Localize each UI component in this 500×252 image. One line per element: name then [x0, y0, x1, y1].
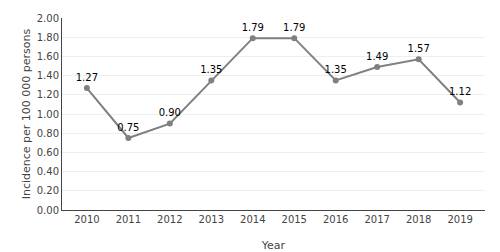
svg-text:2013: 2013 — [199, 214, 224, 225]
svg-text:1.60: 1.60 — [37, 51, 59, 62]
svg-text:2014: 2014 — [240, 214, 265, 225]
svg-text:1.49: 1.49 — [366, 51, 388, 62]
svg-text:2012: 2012 — [157, 214, 182, 225]
svg-text:Incidence per 100 000 persons: Incidence per 100 000 persons — [20, 28, 33, 199]
svg-text:2018: 2018 — [406, 214, 431, 225]
svg-text:0.80: 0.80 — [37, 128, 59, 139]
svg-text:1.79: 1.79 — [242, 22, 264, 33]
svg-text:0.60: 0.60 — [37, 147, 59, 158]
svg-text:1.35: 1.35 — [200, 64, 222, 75]
svg-text:0.40: 0.40 — [37, 166, 59, 177]
svg-text:2016: 2016 — [323, 214, 348, 225]
svg-text:1.20: 1.20 — [37, 89, 59, 100]
svg-text:2015: 2015 — [282, 214, 307, 225]
svg-text:2017: 2017 — [364, 214, 389, 225]
svg-text:2019: 2019 — [447, 214, 472, 225]
svg-text:2011: 2011 — [116, 214, 141, 225]
svg-text:2010: 2010 — [74, 214, 99, 225]
svg-text:1.12: 1.12 — [449, 86, 471, 97]
svg-text:1.57: 1.57 — [408, 43, 430, 54]
svg-text:1.35: 1.35 — [325, 64, 347, 75]
svg-text:1.00: 1.00 — [37, 109, 59, 120]
svg-text:1.27: 1.27 — [76, 72, 98, 83]
svg-text:2.00: 2.00 — [37, 13, 59, 24]
svg-text:0.20: 0.20 — [37, 185, 59, 196]
svg-text:1.79: 1.79 — [283, 22, 305, 33]
svg-text:0.00: 0.00 — [37, 205, 59, 216]
svg-text:1.40: 1.40 — [37, 70, 59, 81]
svg-text:0.75: 0.75 — [117, 122, 139, 133]
svg-text:Year: Year — [261, 239, 286, 252]
svg-text:0.90: 0.90 — [159, 107, 181, 118]
svg-text:1.80: 1.80 — [37, 32, 59, 43]
